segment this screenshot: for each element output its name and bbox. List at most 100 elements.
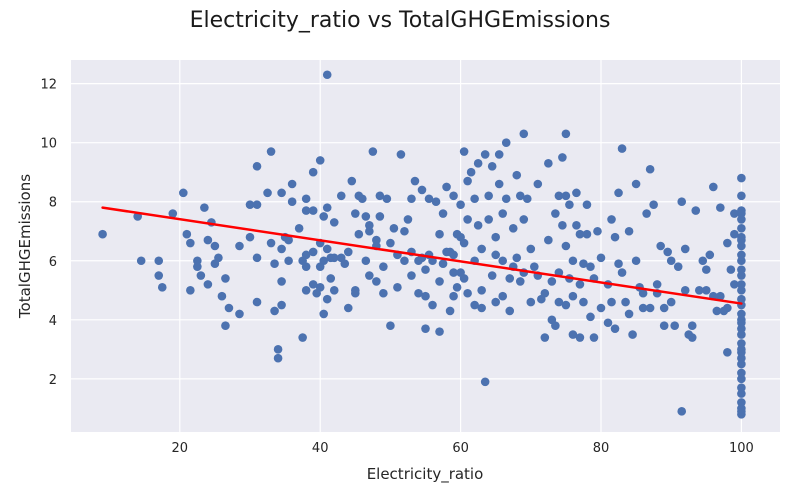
data-point (572, 221, 581, 230)
data-point (561, 241, 571, 251)
data-point (554, 191, 564, 201)
data-point (326, 274, 336, 283)
data-point (568, 291, 578, 301)
data-point (217, 291, 227, 301)
data-point (680, 285, 690, 295)
data-point (298, 333, 307, 342)
y-axis-ticks: 2 4 6 8 10 12 (40, 78, 57, 388)
data-point (687, 321, 697, 331)
data-point (284, 256, 293, 266)
data-point (716, 291, 725, 301)
data-point (687, 333, 697, 342)
data-point (252, 253, 262, 263)
data-point (547, 277, 557, 286)
data-point (329, 218, 339, 227)
data-point (308, 206, 318, 215)
data-point (277, 188, 286, 198)
data-point (315, 283, 325, 292)
x-tick-label: 60 (452, 441, 469, 456)
data-point (154, 256, 164, 266)
data-point (182, 229, 192, 239)
data-point (452, 283, 462, 292)
data-point (442, 182, 451, 192)
data-point (498, 256, 508, 266)
data-point (372, 277, 381, 286)
data-point (245, 232, 255, 242)
data-point (666, 297, 676, 307)
data-point (617, 268, 627, 277)
data-point (494, 150, 504, 159)
data-point (508, 223, 518, 233)
data-point (737, 215, 746, 224)
data-point (737, 324, 746, 333)
data-point (663, 247, 672, 257)
data-point (428, 300, 437, 310)
data-point (515, 277, 525, 286)
y-tick-label: 6 (49, 255, 57, 270)
data-point (358, 194, 367, 204)
data-point (624, 226, 634, 236)
data-point (379, 262, 388, 271)
data-point (526, 244, 536, 254)
data-point (154, 271, 164, 280)
data-point (266, 238, 276, 248)
data-point (737, 309, 746, 319)
data-point (737, 383, 746, 393)
data-point (701, 285, 711, 295)
data-point (737, 235, 746, 245)
data-point (343, 247, 353, 257)
data-point (737, 368, 746, 378)
data-point (694, 285, 704, 295)
data-point (568, 256, 578, 266)
data-point (512, 253, 522, 263)
data-point (484, 191, 493, 201)
y-tick-label: 12 (40, 78, 57, 93)
data-point (645, 164, 655, 174)
data-point (501, 138, 511, 147)
data-point (365, 221, 374, 230)
data-point (308, 280, 318, 289)
data-point (730, 209, 739, 218)
data-point (498, 209, 508, 218)
data-point (245, 200, 255, 209)
data-point (438, 209, 448, 218)
data-point (575, 280, 585, 289)
data-point (322, 70, 332, 80)
data-point (435, 277, 444, 286)
data-point (252, 297, 262, 307)
data-point (421, 324, 430, 333)
data-point (579, 297, 588, 307)
data-point (607, 297, 616, 307)
data-point (400, 226, 409, 236)
x-tick-label: 20 (172, 441, 189, 456)
data-point (386, 321, 395, 331)
data-point (484, 215, 493, 224)
data-point (540, 288, 550, 298)
data-point (491, 250, 500, 260)
data-point (340, 259, 350, 269)
data-point (522, 194, 532, 204)
data-point (505, 306, 515, 316)
y-tick-label: 8 (49, 196, 57, 211)
data-point (407, 271, 416, 280)
data-point (456, 200, 465, 209)
data-point (677, 407, 687, 416)
trend-line (101, 206, 743, 305)
data-point (737, 265, 746, 274)
data-point (617, 144, 627, 153)
data-point (680, 244, 690, 254)
data-point (477, 285, 486, 295)
data-point (196, 271, 206, 280)
data-point (136, 256, 146, 266)
y-tick-label: 2 (49, 373, 57, 388)
x-axis-ticks: 20 40 60 80 100 (172, 441, 754, 456)
data-point (730, 280, 739, 289)
data-point (737, 347, 746, 357)
data-point (487, 161, 497, 171)
data-point (463, 288, 472, 298)
data-point (737, 250, 746, 260)
data-point (273, 345, 283, 354)
data-point (561, 300, 571, 310)
data-point (365, 271, 374, 280)
data-point (179, 188, 188, 198)
